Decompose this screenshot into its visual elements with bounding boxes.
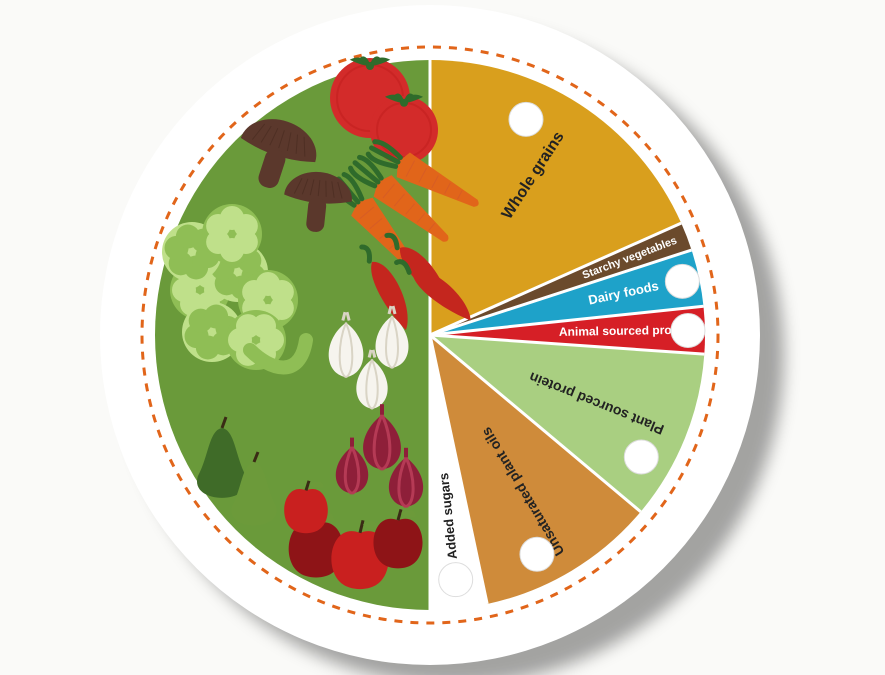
planetary-health-plate: { "canvas": { "w": 885, "h": 675 }, "pla… (0, 0, 885, 675)
plate-svg: Whole grainsStarchy vegetablesDairy food… (0, 0, 885, 675)
